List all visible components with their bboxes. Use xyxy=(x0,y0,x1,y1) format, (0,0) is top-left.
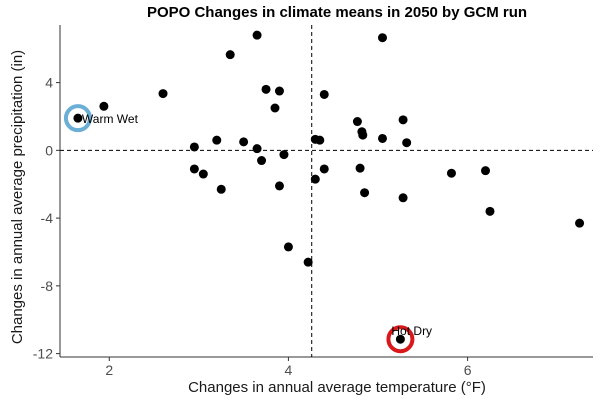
data-point xyxy=(252,30,262,40)
y-tick-label: -4 xyxy=(41,210,54,226)
data-point xyxy=(310,174,320,184)
y-tick-label: 4 xyxy=(45,75,53,91)
data-point xyxy=(257,156,267,166)
data-point xyxy=(239,137,249,147)
data-point xyxy=(395,334,405,344)
data-point xyxy=(283,242,293,252)
y-tick-label: -12 xyxy=(33,346,53,362)
x-tick-label: 2 xyxy=(105,362,113,378)
data-point xyxy=(575,218,585,228)
data-point xyxy=(198,169,208,179)
data-point xyxy=(355,163,365,173)
data-point xyxy=(216,184,226,194)
x-tick-label: 4 xyxy=(285,362,293,378)
data-point xyxy=(481,166,491,176)
data-point xyxy=(99,101,109,111)
data-point xyxy=(279,150,289,160)
data-point xyxy=(315,135,325,145)
y-tick-label: 0 xyxy=(45,142,53,158)
data-point xyxy=(485,206,495,216)
chart-title: POPO Changes in climate means in 2050 by… xyxy=(147,4,527,21)
annotation-label: Hot Dry xyxy=(391,324,432,338)
data-point xyxy=(319,89,329,99)
data-point xyxy=(158,89,168,99)
data-point xyxy=(189,142,199,152)
data-point xyxy=(274,86,284,96)
data-point xyxy=(377,133,387,143)
data-point xyxy=(319,164,329,174)
data-point xyxy=(398,193,408,203)
data-point xyxy=(358,130,368,140)
data-point xyxy=(225,50,235,60)
highlight-ring xyxy=(63,104,92,133)
y-tick-label: -8 xyxy=(41,278,54,294)
highlight-ring xyxy=(386,325,415,354)
data-point xyxy=(352,117,362,127)
data-point xyxy=(270,103,280,113)
data-point xyxy=(274,181,284,191)
data-point xyxy=(189,164,199,174)
plot-area: 2 4 6 4 0 -4 -8 -12 Warm Wet Hot Dry xyxy=(33,25,593,378)
data-point xyxy=(402,138,412,148)
y-axis-title: Changes in annual average precipitation … xyxy=(9,50,26,344)
annotation-label: Warm Wet xyxy=(82,112,139,126)
data-point xyxy=(360,188,370,198)
data-point xyxy=(252,144,262,154)
data-point xyxy=(377,33,387,43)
data-point xyxy=(73,113,83,123)
data-point xyxy=(398,115,408,125)
data-point xyxy=(212,135,222,145)
data-point xyxy=(303,257,313,267)
x-axis-title: Changes in annual average temperature (°… xyxy=(188,379,486,396)
data-point xyxy=(261,84,271,94)
data-point xyxy=(446,168,456,178)
x-tick-label: 6 xyxy=(464,362,472,378)
